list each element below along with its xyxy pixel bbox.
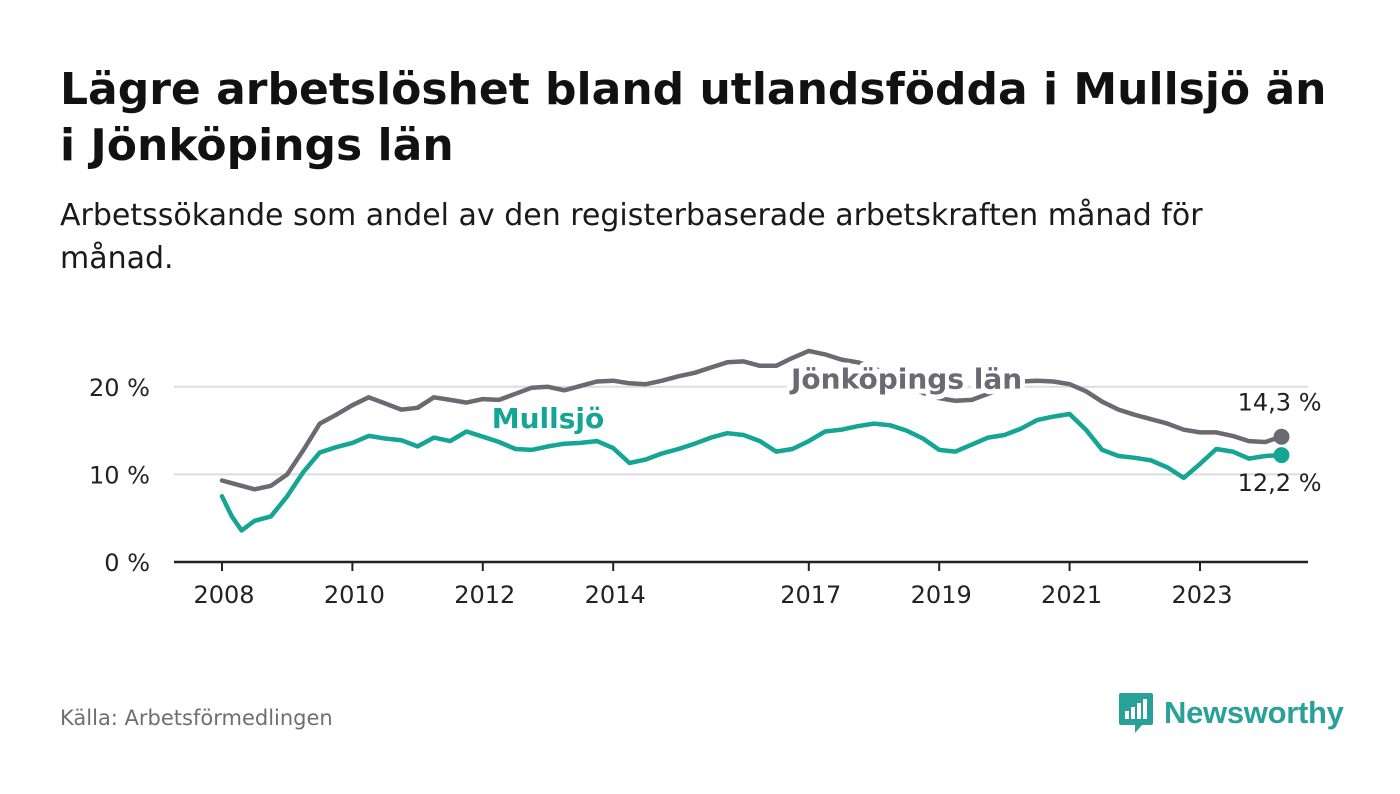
series-annotation-label: Mullsjö [492,402,605,435]
series-line-mullsj- [219,411,1284,533]
series-end-label: 12,2 % [1238,469,1322,497]
x-tick-label: 2019 [911,581,972,609]
y-tick-label: 0 % [104,549,150,577]
source-note: Källa: Arbetsförmedlingen [60,706,333,730]
series-lines [219,348,1284,533]
x-tick-label: 2008 [193,581,254,609]
chart-title: Lägre arbetslöshet bland utlandsfödda i … [60,64,1327,171]
newsworthy-logo: Newsworthy [1118,690,1344,736]
series-end-point [1273,447,1290,464]
series-end-label: 14,3 % [1238,389,1322,417]
x-tick-label: 2012 [454,581,515,609]
y-tick-label: 10 % [89,461,150,489]
x-tick-label: 2017 [780,581,841,609]
x-tick-label: 2010 [324,581,385,609]
bar-chart-speech-bubble-icon [1119,693,1153,733]
x-tick-label: 2014 [585,581,646,609]
y-tick-label: 20 % [89,374,150,402]
series-line-j-nk-pings-l-n [219,348,1284,492]
chart-subtitle: Arbetssökande som andel av den registerb… [60,198,1203,276]
grid [174,385,1308,476]
x-tick-label: 2023 [1171,581,1232,609]
logo-wordmark: Newsworthy [1164,695,1344,730]
x-tick-label: 2021 [1041,581,1102,609]
labels: 0 % 10 % 20 % 2008 2010 2012 2014 2017 2019 2021 2… [89,358,1322,609]
series-annotation-label: Jönköpings län [789,363,1022,396]
axes [174,560,1308,571]
series-end-point [1273,428,1290,445]
